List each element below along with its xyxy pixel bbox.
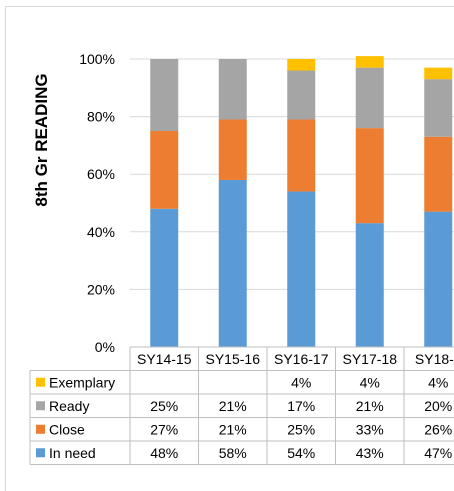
data-label: 54% xyxy=(287,445,315,461)
x-tick-label: SY16-17 xyxy=(274,351,329,367)
data-label: 21% xyxy=(356,398,384,414)
bar-segment xyxy=(287,191,316,347)
bar-segment xyxy=(424,136,453,212)
data-label: 4% xyxy=(291,374,311,390)
legend-swatch xyxy=(36,377,45,387)
y-tick-label: 20% xyxy=(87,281,115,297)
bar-segment xyxy=(287,59,316,71)
x-tick-label: SY14-15 xyxy=(137,351,192,367)
data-label: 17% xyxy=(287,398,315,414)
legend-label: Close xyxy=(49,421,85,437)
y-tick-label: 60% xyxy=(87,166,115,182)
bar-segment xyxy=(150,59,179,131)
bar-segment xyxy=(355,128,384,224)
y-tick-label: 0% xyxy=(95,339,115,355)
x-tick-label: SY17-18 xyxy=(343,351,398,367)
data-label: 26% xyxy=(424,421,452,437)
bar-segment xyxy=(424,79,453,137)
y-tick-label: 80% xyxy=(87,109,115,125)
data-label: 21% xyxy=(219,421,247,437)
x-tick-label: SY15-16 xyxy=(206,351,261,367)
legend-swatch xyxy=(36,448,45,458)
bar-segment xyxy=(287,70,316,120)
y-tick-label: 40% xyxy=(87,224,115,240)
legend-label: Ready xyxy=(49,398,89,414)
data-label: 27% xyxy=(150,421,178,437)
data-label: 25% xyxy=(287,421,315,437)
legend-swatch xyxy=(36,401,45,411)
data-label: 20% xyxy=(424,398,452,414)
x-tick-label: SY18-1 xyxy=(415,351,454,367)
bar-segment xyxy=(355,56,384,68)
legend-label: Exemplary xyxy=(49,374,115,390)
data-label: 33% xyxy=(356,421,384,437)
data-label: 4% xyxy=(428,374,448,390)
data-label: 43% xyxy=(356,445,384,461)
y-tick-label: 100% xyxy=(79,51,115,67)
bar-segment xyxy=(218,119,247,180)
bar-segment xyxy=(424,211,453,347)
bar-segment xyxy=(355,67,384,129)
bar-segment xyxy=(150,208,179,347)
legend-label: In need xyxy=(49,445,96,461)
legend-swatch xyxy=(36,424,45,434)
bar-segment xyxy=(287,119,316,192)
bar-segment xyxy=(218,59,247,120)
data-label: 25% xyxy=(150,398,178,414)
data-label: 58% xyxy=(219,445,247,461)
data-label: 47% xyxy=(424,445,452,461)
chart-frame xyxy=(5,6,454,491)
data-label: 48% xyxy=(150,445,178,461)
bar-segment xyxy=(424,67,453,80)
data-label: 21% xyxy=(219,398,247,414)
bar-segment xyxy=(218,179,247,347)
bar-segment xyxy=(355,223,384,347)
data-label: 4% xyxy=(360,374,380,390)
bar-segment xyxy=(150,131,179,209)
